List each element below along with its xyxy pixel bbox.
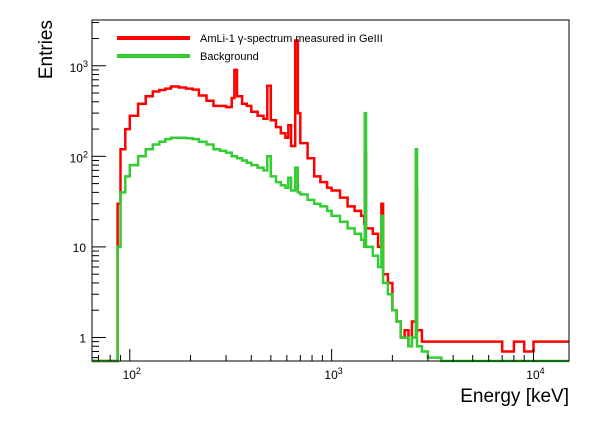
series-0-line [92, 39, 569, 363]
series-1-line [92, 111, 569, 363]
series-layer [92, 39, 569, 363]
legend-label-red-series: AmLi-1 γ-spectrum measured in GeIII [200, 33, 383, 45]
legend: AmLi-1 γ-spectrum measured in GeIII Back… [117, 33, 383, 63]
y-tick-label: 10 [73, 241, 87, 255]
x-tick-label: 104 [526, 366, 544, 382]
plot-frame [91, 19, 570, 362]
y-tick-label: 1 [79, 331, 86, 345]
x-axis-label: Energy [keV] [460, 386, 569, 407]
plot-area: 102 103 104 1 10 102 103 [70, 19, 570, 382]
x-tick-label: 102 [123, 366, 141, 382]
y-tick-label: 103 [70, 59, 88, 75]
y-tick-label: 102 [70, 149, 88, 165]
y-axis-label: Entries [36, 20, 57, 79]
ticks-layer: 102 103 104 1 10 102 103 [70, 22, 545, 382]
legend-label-background: Background [200, 51, 259, 63]
x-tick-label: 103 [324, 366, 342, 382]
